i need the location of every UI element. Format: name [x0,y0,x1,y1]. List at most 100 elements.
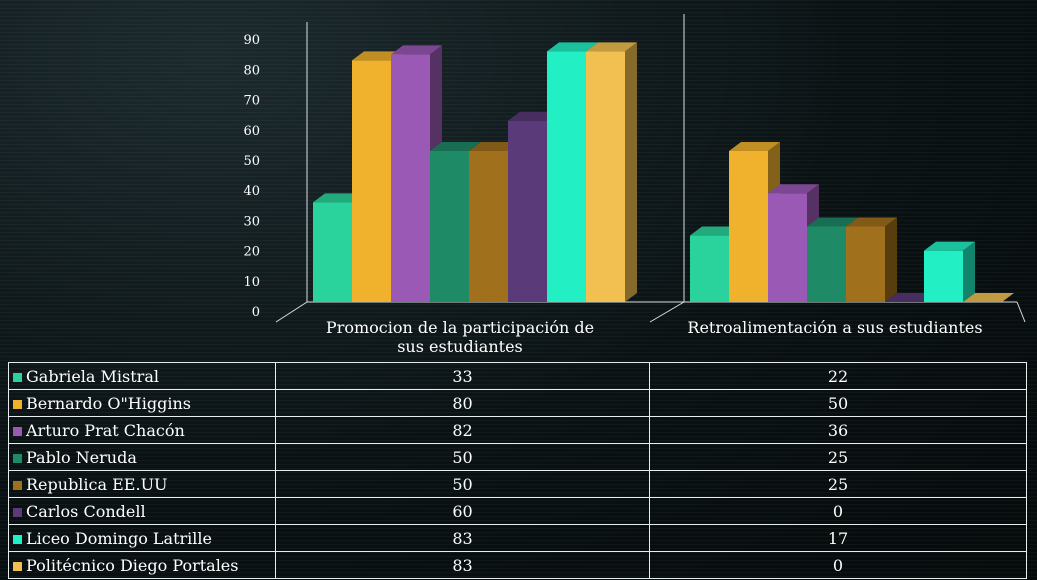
legend-swatch [13,561,22,571]
bar-2-6 [885,293,936,302]
y-tick-label: 60 [243,124,260,139]
bar-2-8 [963,293,1014,302]
series-name: Pablo Neruda [26,447,137,467]
legend-swatch [13,507,22,517]
bar-front [352,60,391,303]
value-cell: 36 [649,416,1027,444]
series-name: Republica EE.UU [26,474,168,494]
bar-top [469,142,520,151]
bar-top [690,226,741,236]
y-axis-ticks: 0 10 20 30 40 50 60 70 80 90 [243,33,260,320]
bar-front [391,54,430,302]
bar-side [963,241,975,302]
table-row: Gabriela Mistral 33 22 [8,362,1027,390]
bar-top [924,241,975,251]
series-name: Bernardo O"Higgins [26,393,191,413]
category-label: sus estudiantes [397,337,523,356]
bar-front [508,120,547,302]
floor-right-edge [1016,301,1026,323]
y-tick-label: 80 [243,63,260,78]
legend-swatch [13,372,22,382]
legend-swatch [13,534,22,544]
bar-front [690,235,729,302]
y-tick-label: 50 [243,154,260,169]
series-name: Gabriela Mistral [26,366,159,386]
y-tick-label: 90 [243,33,260,48]
y-tick-label: 30 [243,214,260,229]
value-cell: 60 [275,497,650,525]
value-cell: 25 [649,470,1027,498]
value-cell: 33 [275,362,650,390]
bar-top [352,51,403,61]
legend-swatch [13,426,22,436]
floor-left-edge [275,301,308,323]
data-table: Gabriela Mistral 33 22 Bernardo O"Higgins 80… [8,362,1027,579]
bar-top [508,111,559,121]
series-name-cell: Politécnico Diego Portales [8,551,276,579]
bar-side [625,42,637,303]
series-name-cell: Gabriela Mistral [8,362,276,390]
series-name-cell: Liceo Domingo Latrille [8,524,276,552]
legend-swatch [13,453,22,463]
legend-swatch [13,480,22,490]
bar-top [846,217,897,227]
y-tick-label: 40 [243,184,260,199]
bar-front [313,202,352,302]
table-row: Arturo Prat Chacón 82 36 [8,416,1027,444]
value-cell: 17 [649,524,1027,552]
y-tick-label: 20 [243,245,260,260]
y-tick-label: 0 [252,305,260,320]
value-cell: 83 [275,524,650,552]
bar-top [391,45,442,55]
bar-front [768,193,807,302]
chart-bars [313,42,1014,303]
series-name-cell: Bernardo O"Higgins [8,389,276,417]
bar-2-7 [924,241,975,302]
floor-mid-edge [649,301,685,323]
series-name-cell: Pablo Neruda [8,443,276,471]
value-cell: 80 [275,389,650,417]
bar-top [586,42,637,52]
series-name-cell: Republica EE.UU [8,470,276,498]
bar-front [586,51,625,303]
table-row: Pablo Neruda 50 25 [8,443,1027,471]
bar-front [547,51,586,303]
bar-front [430,151,469,302]
bar-front [469,151,508,302]
bar-side [885,217,897,302]
bar-top [313,193,364,203]
table-row: Liceo Domingo Latrille 83 17 [8,524,1027,552]
y-tick-label: 10 [243,275,260,290]
value-cell: 0 [649,497,1027,525]
bar-front [807,226,846,302]
category-label: Retroalimentación a sus estudiantes [687,318,982,337]
series-name-cell: Carlos Condell [8,497,276,525]
table-row: Carlos Condell 60 0 [8,497,1027,525]
bar-top [547,42,598,52]
bar-1-8 [586,42,637,303]
bar-top [768,184,819,194]
value-cell: 83 [275,551,650,579]
bar-front [924,250,963,302]
bar-top [963,293,1014,302]
bar-front [846,226,885,302]
value-cell: 50 [649,389,1027,417]
series-name: Carlos Condell [26,501,146,521]
table-row: Politécnico Diego Portales 83 0 [8,551,1027,579]
value-cell: 50 [275,443,650,471]
bar-top [729,142,780,151]
bar-top [430,142,481,151]
value-cell: 82 [275,416,650,444]
table-row: Bernardo O"Higgins 80 50 [8,389,1027,417]
series-name-cell: Arturo Prat Chacón [8,416,276,444]
series-name: Politécnico Diego Portales [26,555,239,575]
series-name: Arturo Prat Chacón [26,420,185,440]
category-label: Promocion de la participación de [326,318,594,337]
series-name: Liceo Domingo Latrille [26,528,212,548]
bar-top [807,217,858,227]
bar-front [729,151,768,302]
bar-top [885,293,936,302]
value-cell: 22 [649,362,1027,390]
value-cell: 0 [649,551,1027,579]
